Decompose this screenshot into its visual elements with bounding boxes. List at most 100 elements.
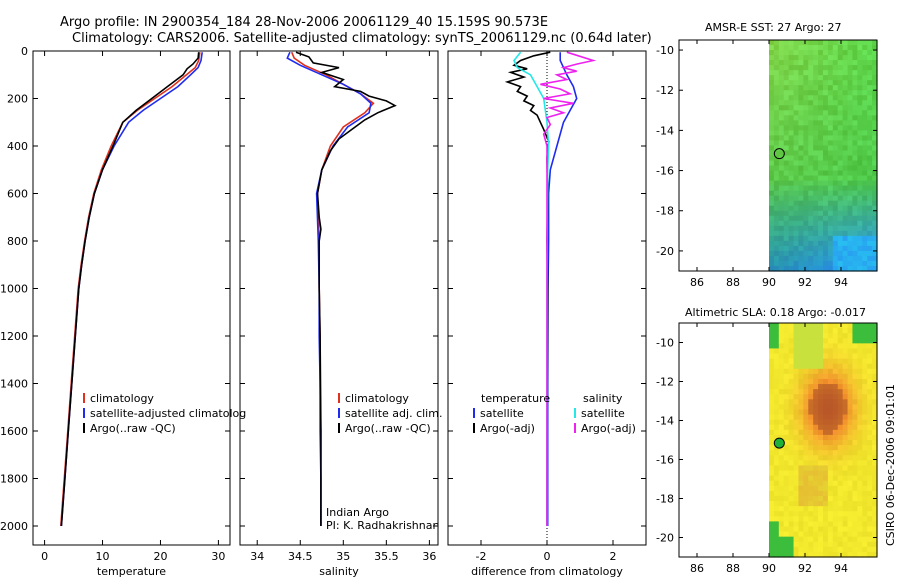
map-cell — [872, 424, 878, 431]
map-cell — [827, 404, 834, 411]
map-cell — [832, 160, 839, 167]
map-cell — [798, 434, 804, 441]
map-cell — [823, 120, 829, 126]
map-cell — [827, 190, 834, 197]
map-cell — [793, 516, 800, 522]
map-cell — [837, 75, 844, 81]
map-cell — [813, 333, 819, 339]
map-cell — [842, 475, 849, 482]
map-cell — [803, 145, 809, 152]
map-cell — [808, 100, 814, 106]
map-cell — [852, 440, 858, 446]
map-cell — [808, 130, 814, 137]
map-cell — [783, 506, 790, 512]
map-cell — [798, 260, 804, 267]
map-cell — [857, 210, 863, 217]
map-cell — [847, 521, 854, 528]
map-cell — [837, 260, 844, 267]
map-cell — [852, 328, 858, 334]
map-cell — [872, 526, 878, 533]
map-cell — [857, 60, 863, 66]
map-cell — [778, 373, 785, 380]
map-cell — [837, 240, 844, 247]
map-cell — [769, 434, 775, 441]
map-cell — [823, 180, 829, 187]
map-cell — [827, 130, 834, 137]
map-cell — [769, 210, 775, 217]
map-cell — [847, 358, 854, 365]
map-cell — [793, 230, 800, 237]
map-cell — [857, 501, 863, 507]
map-cell — [867, 60, 873, 66]
map-cell — [842, 399, 849, 405]
map-cell — [827, 506, 834, 512]
map-cell — [803, 260, 809, 267]
map-cell — [847, 378, 854, 385]
map-cell — [852, 225, 858, 232]
map-cell — [778, 485, 785, 492]
map-cell — [847, 368, 854, 375]
map-cell — [837, 541, 844, 548]
map-cell — [827, 245, 834, 252]
map-cell — [818, 215, 824, 222]
map-cell — [783, 110, 790, 116]
map-cell — [832, 485, 839, 492]
map-y-tick-label: -14 — [656, 415, 674, 428]
map-cell — [793, 546, 800, 553]
map-cell — [867, 501, 873, 507]
map-cell — [847, 506, 854, 512]
map-cell — [818, 526, 824, 533]
map-cell — [867, 40, 873, 46]
map-cell — [823, 348, 829, 355]
map-cell — [842, 531, 849, 538]
map-cell — [793, 125, 800, 131]
map-cell — [798, 440, 804, 446]
map-cell — [847, 328, 854, 334]
map-cell — [823, 511, 829, 517]
map-cell — [778, 434, 785, 441]
map-cell — [818, 531, 824, 538]
map-cell — [837, 160, 844, 167]
map-cell — [793, 506, 800, 512]
map-cell — [773, 240, 780, 247]
map-cell — [862, 245, 868, 252]
map-cell — [867, 240, 873, 247]
map-cell — [798, 541, 804, 548]
map-cell — [823, 394, 829, 400]
map-cell — [867, 485, 873, 492]
map-cell — [872, 185, 878, 192]
map-cell — [872, 110, 878, 116]
map-cell — [793, 368, 800, 375]
map-cell — [788, 404, 795, 411]
map-cell — [852, 465, 858, 472]
map-cell — [842, 368, 849, 375]
map-cell — [793, 440, 800, 446]
map-cell — [813, 419, 819, 426]
map-cell — [872, 536, 878, 543]
map-cell — [808, 110, 814, 116]
map-cell — [867, 205, 873, 212]
map-cell — [852, 170, 858, 177]
map-cell — [818, 378, 824, 385]
map-cell — [872, 328, 878, 334]
map-cell — [818, 205, 824, 212]
map-cell — [832, 260, 839, 267]
map-cell — [862, 475, 868, 482]
map-cell — [808, 170, 814, 177]
map-cell — [788, 95, 795, 101]
map-cell — [778, 45, 785, 51]
map-cell — [867, 50, 873, 56]
map-cell — [783, 455, 790, 461]
map-cell — [857, 506, 863, 512]
map-cell — [847, 160, 854, 167]
map-cell — [803, 384, 809, 390]
map-cell — [793, 521, 800, 528]
map-cell — [852, 70, 858, 76]
map-cell — [823, 368, 829, 375]
map-cell — [832, 551, 839, 558]
map-cell — [813, 526, 819, 533]
map-cell — [872, 358, 878, 365]
map-cell — [778, 531, 785, 538]
map-cell — [827, 485, 834, 492]
map-cell — [842, 170, 849, 177]
